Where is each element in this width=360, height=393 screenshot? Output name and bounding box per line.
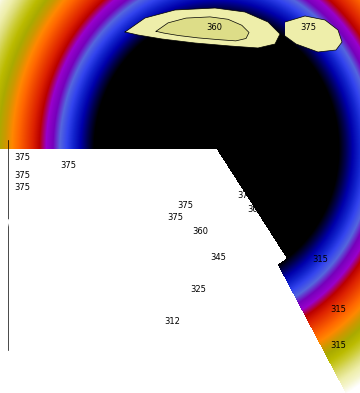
Polygon shape [125,8,280,48]
Text: 360: 360 [247,206,263,215]
Text: 375: 375 [14,154,30,162]
Text: 375: 375 [60,160,76,169]
Text: 375: 375 [282,180,298,189]
Text: 315: 315 [312,255,328,264]
Polygon shape [156,17,249,41]
Text: 375: 375 [14,171,30,180]
Text: 375: 375 [237,191,253,200]
Text: 375: 375 [167,213,183,222]
Text: 375: 375 [300,22,316,31]
Polygon shape [285,16,342,52]
Text: 315: 315 [330,305,346,314]
Text: 360: 360 [192,228,208,237]
Text: 375: 375 [14,184,30,193]
Text: 325: 325 [300,213,316,222]
Text: 345: 345 [210,253,226,263]
Text: 315: 315 [330,340,346,349]
Text: 360: 360 [206,22,222,31]
Text: 375: 375 [177,200,193,209]
Text: 325: 325 [190,285,206,294]
Text: 312: 312 [164,318,180,327]
